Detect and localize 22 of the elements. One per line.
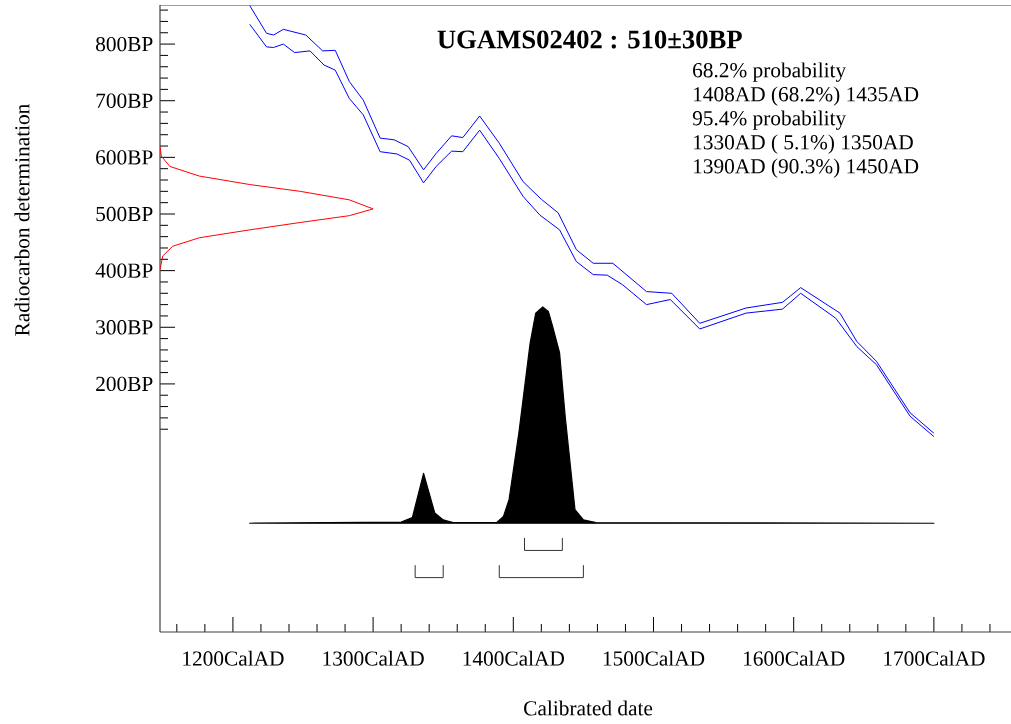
y-tick-label: 800BP <box>96 36 153 52</box>
x-tick-label: 1400CalAD <box>463 650 564 666</box>
y-tick-label: 500BP <box>96 206 153 222</box>
y-tick-label: 300BP <box>96 320 153 335</box>
y-axis-title: Radiocarbon determination <box>14 103 30 336</box>
annotation: 1390AD (90.3%) 1450AD <box>694 158 919 178</box>
x-tick-label: 1700CalAD <box>884 650 985 666</box>
y-tick-label: 700BP <box>96 93 153 108</box>
annotation: 95.4% probability <box>692 110 847 130</box>
text: UGAMS02402 : 510±30BP <box>437 30 742 49</box>
annotation: 1330AD ( 5.1%) 1350AD <box>694 134 913 154</box>
x-tick-label: 1300CalAD <box>323 650 424 666</box>
x-tick-label: 1600CalAD <box>744 650 845 666</box>
y-tick-label: 600BP <box>96 150 153 165</box>
line-series <box>160 146 374 270</box>
y-tick-label: 200BP <box>96 376 153 392</box>
x-tick-label: 1500CalAD <box>603 650 705 666</box>
y-tick-label: 400BP <box>95 263 153 278</box>
annotation: 1408AD (68.2%) 1435AD <box>694 86 919 106</box>
x-tick-label: 1200CalAD <box>183 650 284 666</box>
annotation: 68.2% probability <box>693 62 847 82</box>
x-axis-title: Calibrated date <box>524 700 653 716</box>
